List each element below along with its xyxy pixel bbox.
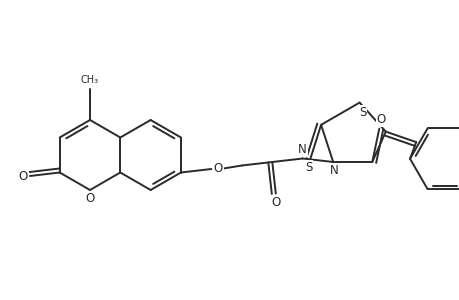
- Text: O: O: [376, 113, 385, 126]
- Text: O: O: [18, 169, 28, 182]
- Text: O: O: [213, 163, 223, 176]
- Text: O: O: [85, 193, 95, 206]
- Text: N: N: [298, 143, 307, 156]
- Text: N: N: [329, 164, 338, 178]
- Text: S: S: [304, 160, 312, 174]
- Text: CH₃: CH₃: [81, 74, 99, 85]
- Text: S: S: [358, 106, 365, 119]
- Text: O: O: [270, 196, 280, 209]
